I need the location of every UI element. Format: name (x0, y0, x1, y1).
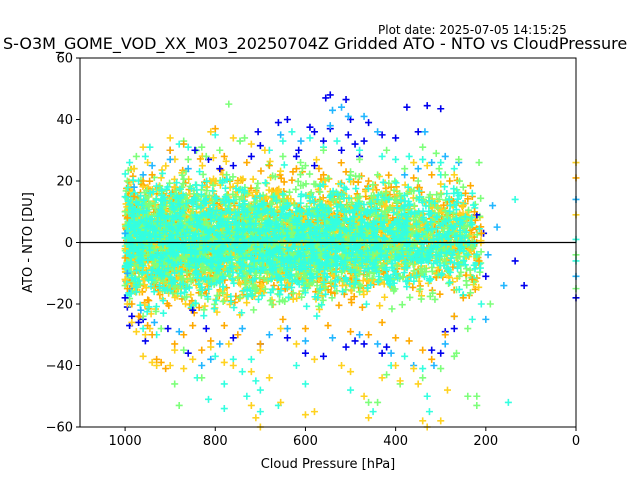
cloud-point (440, 201, 448, 209)
cloud-point (414, 184, 422, 192)
cloud-point (162, 162, 170, 170)
cloud-point (409, 283, 417, 291)
cloud-point (318, 292, 326, 300)
cloud-point (270, 282, 278, 290)
cloud-point (171, 293, 179, 301)
cloud-point (263, 193, 271, 201)
cloud-point (280, 178, 288, 186)
cloud-point (222, 157, 230, 165)
cloud-point (313, 156, 321, 164)
cloud-point (467, 182, 475, 190)
cloud-point (187, 291, 195, 299)
cloud-point (249, 175, 257, 183)
plot-date: Plot date: 2025-07-05 14:15:25 (378, 23, 567, 37)
cloud-point (315, 165, 323, 173)
cloud-point (360, 290, 368, 298)
cloud-point (348, 299, 356, 307)
cloud-point (475, 283, 483, 291)
cloud-point (385, 171, 393, 179)
cloud-point (436, 290, 444, 298)
cloud-point (257, 287, 265, 295)
cloud-point (329, 211, 337, 219)
cloud-point (201, 302, 209, 310)
chart-title: S-O3M_GOME_VOD_XX_M03_20250704Z Gridded … (3, 34, 628, 53)
cloud-point (337, 159, 345, 167)
cloud-point (277, 174, 285, 182)
cloud-point (288, 176, 296, 184)
cloud-point (277, 167, 285, 175)
cloud-point (243, 299, 251, 307)
cloud-point (376, 302, 384, 310)
cloud-point (257, 167, 265, 175)
cloud-point (146, 177, 154, 185)
cloud-point (335, 301, 343, 309)
cloud-point (233, 179, 241, 187)
cloud-point (198, 162, 206, 170)
cloud-point (231, 298, 239, 306)
cloud-point (289, 295, 297, 303)
dense-point-cloud (121, 146, 485, 321)
cloud-point (144, 296, 152, 304)
cloud-point (195, 304, 203, 312)
cloud-point (464, 195, 472, 203)
cloud-point (358, 303, 366, 311)
cloud-point (182, 300, 190, 308)
cloud-point (147, 310, 155, 318)
cloud-point (165, 302, 173, 310)
cloud-point (327, 288, 335, 296)
cloud-point (209, 154, 217, 162)
cloud-point (217, 166, 225, 174)
cloud-point (359, 277, 367, 285)
cloud-point (381, 202, 389, 210)
cloud-point (350, 293, 358, 301)
